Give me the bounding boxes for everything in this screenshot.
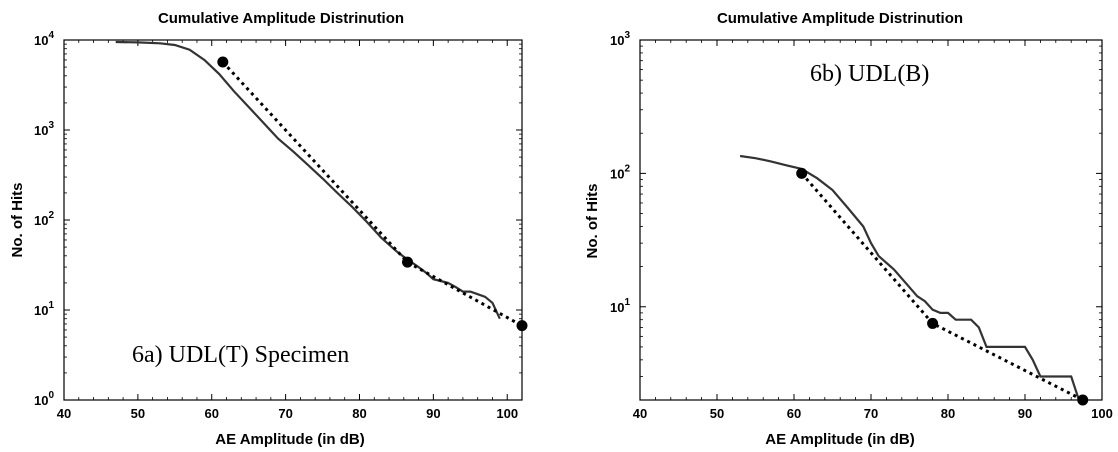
fit-point <box>516 320 528 332</box>
plot-frame <box>639 39 1103 401</box>
x-tick-label: 40 <box>633 406 647 421</box>
chart-title: Cumulative Amplitude Distrinution <box>158 10 404 27</box>
fit-line <box>221 60 523 328</box>
fit-point <box>1077 394 1089 406</box>
x-axis-label: AE Amplitude (in dB) <box>215 431 364 448</box>
y-tick-label: 104 <box>34 30 54 48</box>
distribution-curve <box>115 40 501 320</box>
x-tick-label: 40 <box>57 406 71 421</box>
fit-line <box>800 172 1084 402</box>
x-axis-label: AE Amplitude (in dB) <box>765 431 914 448</box>
x-tick-label: 50 <box>710 406 724 421</box>
x-tick-label: 90 <box>1018 406 1032 421</box>
panel-annotation: 6b) UDL(B) <box>810 61 929 87</box>
x-tick-label: 80 <box>352 406 366 421</box>
y-tick-label: 103 <box>34 120 54 138</box>
panel-annotation: 6a) UDL(T) Specimen <box>132 342 349 368</box>
y-tick-label: 102 <box>610 163 630 181</box>
x-tick-label: 80 <box>941 406 955 421</box>
x-tick-label: 100 <box>496 406 518 421</box>
y-tick-label: 103 <box>610 30 630 48</box>
y-tick-label: 100 <box>34 390 54 408</box>
y-axis-label: No. of Hits <box>584 184 601 259</box>
fit-point <box>927 317 939 329</box>
y-tick-label: 102 <box>34 210 54 228</box>
x-tick-label: 60 <box>787 406 801 421</box>
x-tick-label: 100 <box>1091 406 1113 421</box>
fit-point <box>402 256 413 268</box>
chart-panel-udl-t: Cumulative Amplitude Distrinution AE Amp… <box>9 10 528 448</box>
x-tick-label: 60 <box>205 406 219 421</box>
y-tick-label: 101 <box>34 300 54 318</box>
x-tick-label: 50 <box>131 406 145 421</box>
x-tick-label: 90 <box>426 406 440 421</box>
fit-point <box>217 56 229 68</box>
distribution-curve <box>739 154 1080 401</box>
fit-point <box>796 167 808 179</box>
x-tick-label: 70 <box>278 406 292 421</box>
y-axis-label: No. of Hits <box>9 183 26 258</box>
chart-title: Cumulative Amplitude Distrinution <box>717 10 963 27</box>
chart-panel-udl-b: Cumulative Amplitude Distrinution AE Amp… <box>584 10 1113 448</box>
y-tick-label: 101 <box>610 297 630 315</box>
x-tick-label: 70 <box>864 406 878 421</box>
